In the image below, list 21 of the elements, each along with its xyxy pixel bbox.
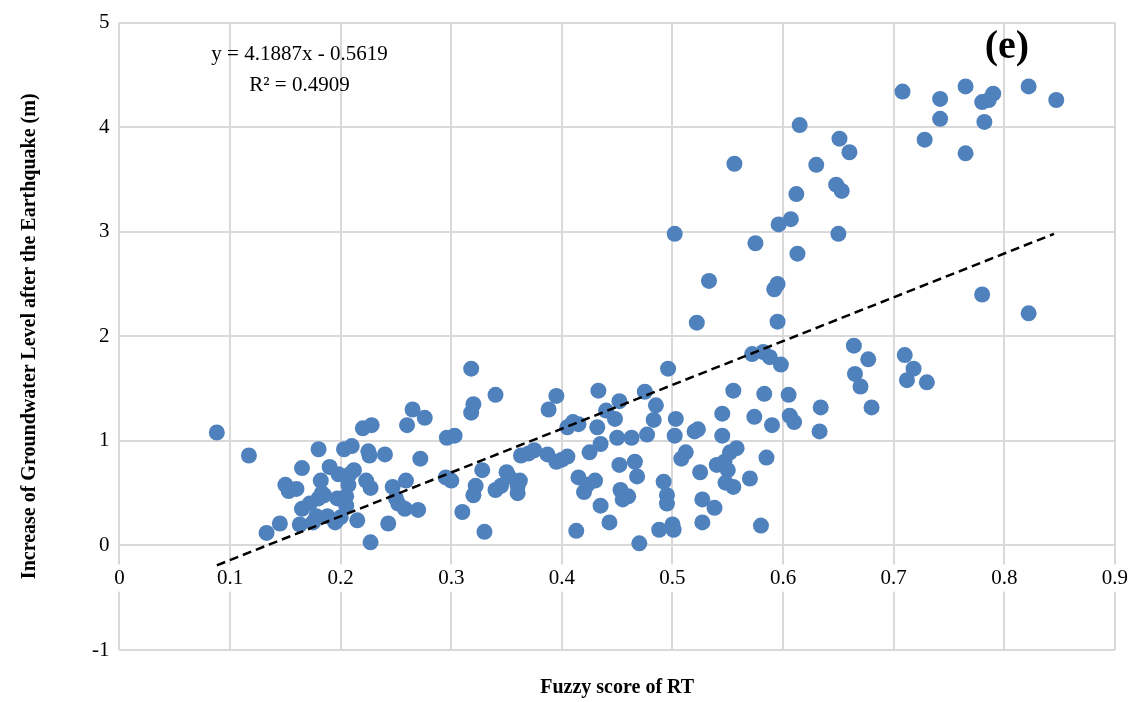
y-tick-label: 3 — [98, 218, 110, 243]
y-tick-label: 2 — [98, 322, 110, 347]
y-tick-label: 1 — [98, 427, 110, 452]
x-tick-label: 0.7 — [880, 564, 907, 589]
annotation: y = 4.1887x - 0.5619 — [211, 41, 388, 66]
y-tick-label: 5 — [98, 9, 110, 34]
x-tick-label: 0.3 — [438, 564, 465, 589]
x-tick-label: 0.6 — [769, 564, 797, 589]
x-tick-label: 0.2 — [327, 564, 354, 589]
x-tick-label: 0.1 — [216, 564, 244, 589]
annotation: R² = 0.4909 — [249, 72, 350, 97]
x-tick-label: 0.4 — [548, 564, 576, 589]
x-tick-label: 0.9 — [1101, 564, 1128, 589]
x-tick-label: 0.5 — [659, 564, 686, 589]
y-tick-label: -1 — [91, 636, 110, 661]
y-axis-title: Increase of Groundwater Level after the Earthquake (m) — [17, 93, 41, 580]
y-tick-label: 0 — [98, 531, 110, 556]
annotation: (e) — [984, 21, 1030, 67]
y-tick-label: 4 — [98, 113, 110, 138]
x-tick-label: 0.8 — [991, 564, 1018, 589]
x-axis-title: Fuzzy score of RT — [540, 675, 695, 699]
